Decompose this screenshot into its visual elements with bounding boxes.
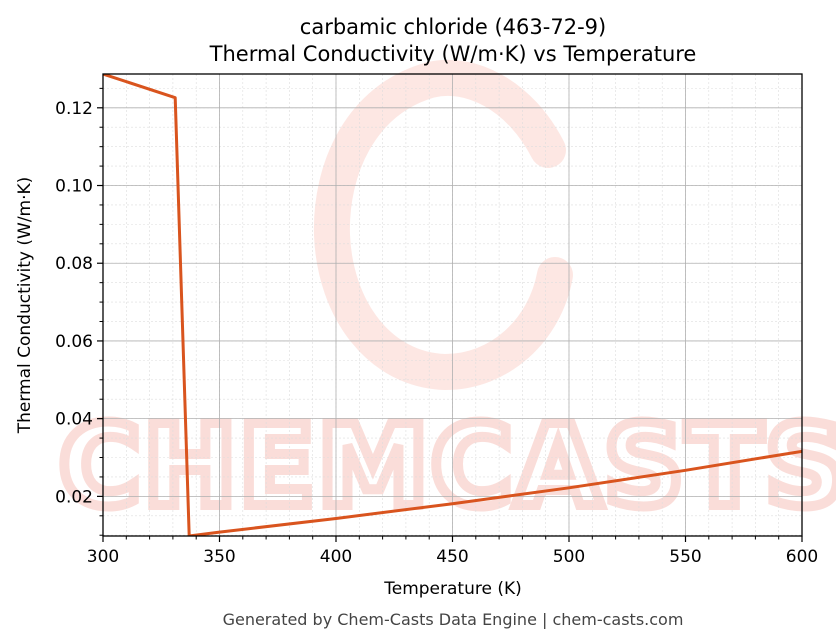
chart-subtitle: Thermal Conductivity (W/m·K) vs Temperat… (209, 42, 697, 66)
x-tick-label: 400 (320, 547, 352, 567)
y-tick-label: 0.12 (55, 99, 93, 119)
y-tick-label: 0.08 (55, 254, 93, 274)
plot-area (103, 74, 802, 536)
x-tick-label: 300 (87, 547, 119, 567)
y-axis: 0.02 0.04 0.06 0.08 0.10 0.12 (55, 87, 103, 536)
x-axis-label: Temperature (K) (383, 579, 522, 599)
y-axis-label: Thermal Conductivity (W/m·K) (15, 177, 35, 435)
footer-credit: Generated by Chem-Casts Data Engine | ch… (223, 610, 684, 629)
x-tick-label: 550 (669, 547, 701, 567)
y-tick-label: 0.02 (55, 487, 93, 507)
x-tick-label: 450 (436, 547, 468, 567)
series-line (103, 74, 802, 536)
x-axis: 300 350 400 450 500 550 600 (87, 536, 818, 567)
chart-title: carbamic chloride (463-72-9) (300, 15, 606, 39)
x-tick-label: 600 (786, 547, 818, 567)
y-tick-label: 0.04 (55, 410, 93, 430)
x-tick-label: 500 (553, 547, 585, 567)
major-grid (103, 74, 802, 536)
y-tick-label: 0.10 (55, 177, 93, 197)
watermark-logo-icon (313, 59, 573, 391)
watermark-text: CHEMCASTS (59, 402, 836, 532)
x-tick-label: 350 (203, 547, 235, 567)
y-tick-label: 0.06 (55, 332, 93, 352)
